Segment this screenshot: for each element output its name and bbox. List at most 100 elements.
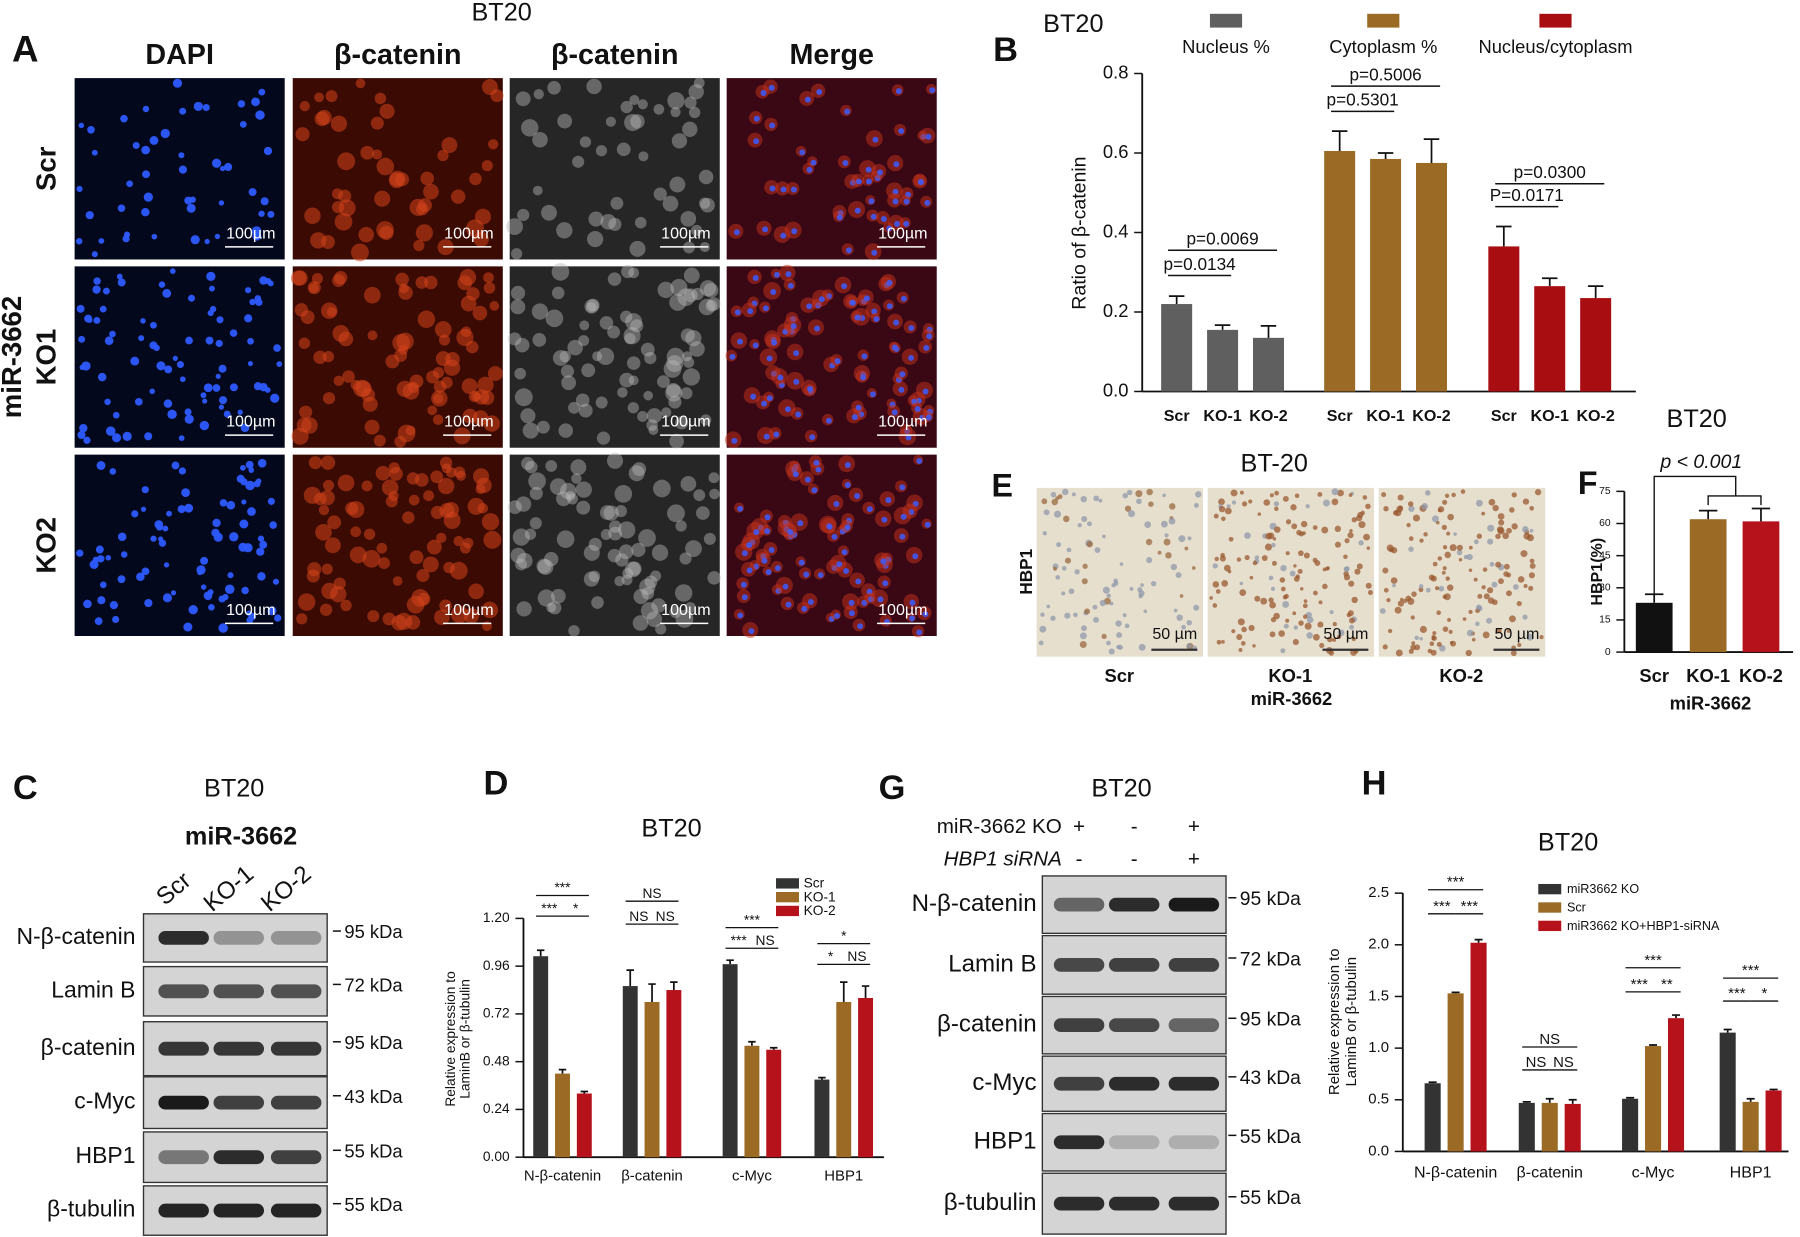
stained-cell — [1517, 576, 1525, 583]
cell — [591, 596, 604, 609]
cell — [392, 576, 403, 586]
condition-sign: - — [1076, 847, 1083, 870]
cell — [264, 278, 272, 285]
stained-cell — [1268, 575, 1274, 581]
cell — [208, 604, 215, 611]
cell — [179, 376, 186, 383]
size-label: 72 kDa — [344, 975, 403, 996]
nucleus — [891, 344, 898, 351]
cell — [229, 383, 238, 392]
stained-cell — [1383, 587, 1389, 593]
stained-cell — [1441, 524, 1447, 530]
stained-cell — [1475, 604, 1482, 611]
y-tick-label: 0.2 — [1103, 300, 1129, 321]
stained-cell — [1064, 612, 1071, 619]
cell — [322, 392, 336, 405]
error-bar — [1214, 324, 1231, 330]
stained-cell — [1221, 516, 1226, 522]
cell — [149, 136, 159, 145]
y-axis-label: Relative expression to — [1326, 948, 1343, 1095]
cell — [640, 342, 655, 357]
protein-label: HBP1 — [76, 1142, 136, 1168]
cell — [332, 274, 346, 287]
cell — [95, 545, 104, 554]
stained-cell — [1526, 633, 1534, 641]
cell — [413, 239, 425, 252]
nucleus — [731, 437, 738, 444]
cell — [184, 414, 194, 424]
cell — [190, 235, 200, 245]
stained-cell — [1445, 576, 1450, 581]
stained-cell — [1436, 641, 1442, 647]
cell — [314, 492, 327, 506]
stained-cell — [1347, 532, 1354, 539]
nucleus — [760, 89, 767, 96]
protein-label: Lamin B — [948, 950, 1036, 977]
cell — [600, 529, 612, 540]
nucleus — [873, 316, 880, 323]
lane-label: Scr — [151, 867, 196, 911]
band — [1053, 1135, 1105, 1150]
nucleus — [806, 303, 813, 310]
stained-cell — [1446, 584, 1454, 591]
stained-cell — [1332, 621, 1337, 627]
cell — [362, 549, 381, 568]
cell — [364, 419, 380, 435]
row-label: Scr — [30, 146, 61, 191]
scale-bar-label: 50 µm — [1152, 625, 1197, 643]
stained-cell — [1392, 583, 1396, 588]
significance-label: NS — [1539, 1031, 1560, 1048]
nucleus — [922, 388, 929, 395]
column-header: Merge — [789, 39, 874, 71]
band — [1108, 1196, 1160, 1211]
cell — [661, 407, 672, 418]
cell — [605, 116, 616, 127]
size-label: 55 kDa — [1240, 1188, 1301, 1209]
chart-title: BT20 — [1667, 405, 1727, 433]
nucleus — [769, 122, 776, 129]
cell — [374, 92, 387, 105]
micrograph — [509, 454, 720, 637]
cell — [699, 197, 711, 209]
nucleus — [737, 612, 744, 619]
cell — [109, 330, 116, 338]
stained-cell — [1482, 567, 1488, 572]
cell — [462, 537, 474, 549]
cell — [153, 344, 160, 352]
cell — [185, 336, 193, 345]
nucleus — [844, 461, 851, 468]
stained-cell — [1064, 557, 1072, 564]
y-axis-label: Relative expression to — [443, 971, 458, 1107]
bar — [644, 1001, 660, 1158]
error-bar — [1423, 138, 1440, 163]
stained-cell — [1186, 643, 1192, 649]
stained-cell — [1252, 560, 1258, 566]
error-bar — [536, 949, 545, 957]
stained-cell — [1165, 552, 1172, 559]
cell — [626, 356, 641, 370]
significance-label: *** — [744, 912, 761, 927]
error-bar — [1260, 325, 1277, 338]
cell — [76, 304, 85, 313]
y-tick-label: 75 — [1599, 486, 1611, 497]
cell — [608, 217, 622, 231]
stained-cell — [1241, 626, 1247, 633]
cell — [675, 520, 687, 532]
cell — [424, 275, 438, 290]
stained-cell — [1084, 608, 1091, 615]
cell — [437, 149, 449, 162]
cell — [304, 207, 321, 224]
stained-cell — [1365, 503, 1371, 510]
blot — [142, 913, 328, 963]
stained-cell — [1274, 490, 1279, 496]
cell — [579, 320, 590, 331]
y-tick-label: 2.0 — [1368, 936, 1389, 953]
condition-sign: + — [1188, 847, 1200, 870]
significance-label: NS — [756, 933, 775, 948]
stained-cell — [1274, 526, 1281, 533]
cell — [274, 614, 282, 622]
cell — [651, 598, 666, 613]
stained-cell — [1272, 537, 1277, 541]
nucleus — [871, 308, 878, 315]
stained-cell — [1412, 514, 1421, 522]
